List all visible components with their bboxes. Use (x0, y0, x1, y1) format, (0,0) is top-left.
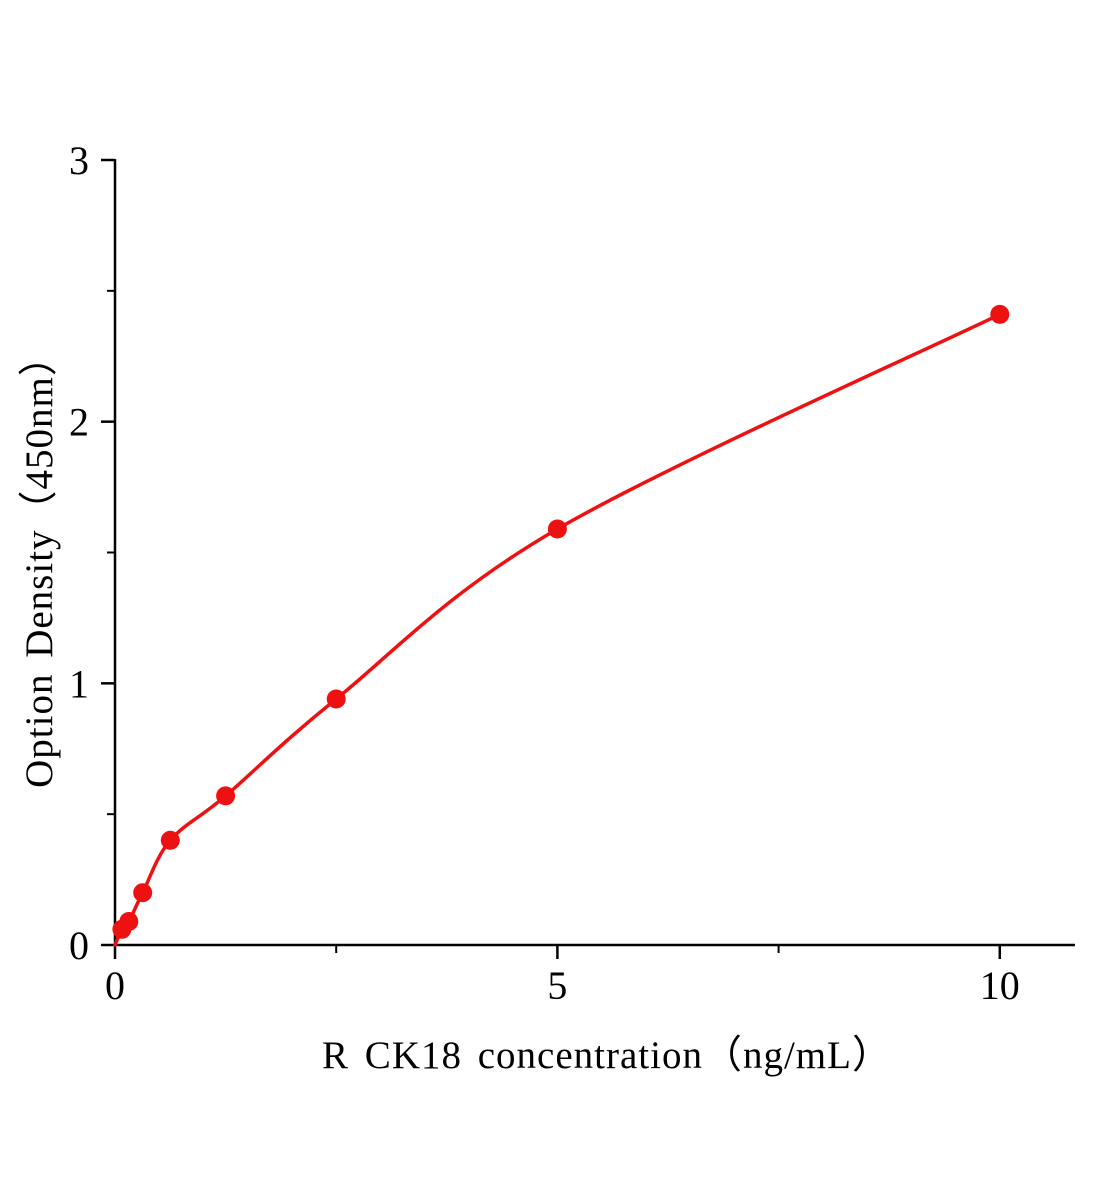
data-point (547, 519, 567, 539)
y-tick-label: 1 (69, 661, 89, 706)
data-point (326, 689, 346, 709)
data-point (990, 304, 1010, 324)
fit-curve (113, 312, 1002, 947)
data-point (119, 912, 139, 931)
y-tick-label: 0 (69, 923, 89, 968)
y-axis-label: Option Density（450nm） (18, 336, 61, 788)
x-tick-label: 10 (980, 963, 1020, 1008)
x-axis-label: R CK18 concentration（ng/mL） (322, 1034, 892, 1077)
x-tick-label: 5 (547, 963, 567, 1008)
data-point (133, 883, 153, 903)
x-tick-label: 0 (105, 963, 125, 1008)
y-tick-label: 2 (69, 400, 89, 445)
y-tick-label: 3 (69, 138, 89, 183)
data-point (160, 830, 180, 850)
data-point (216, 786, 236, 806)
